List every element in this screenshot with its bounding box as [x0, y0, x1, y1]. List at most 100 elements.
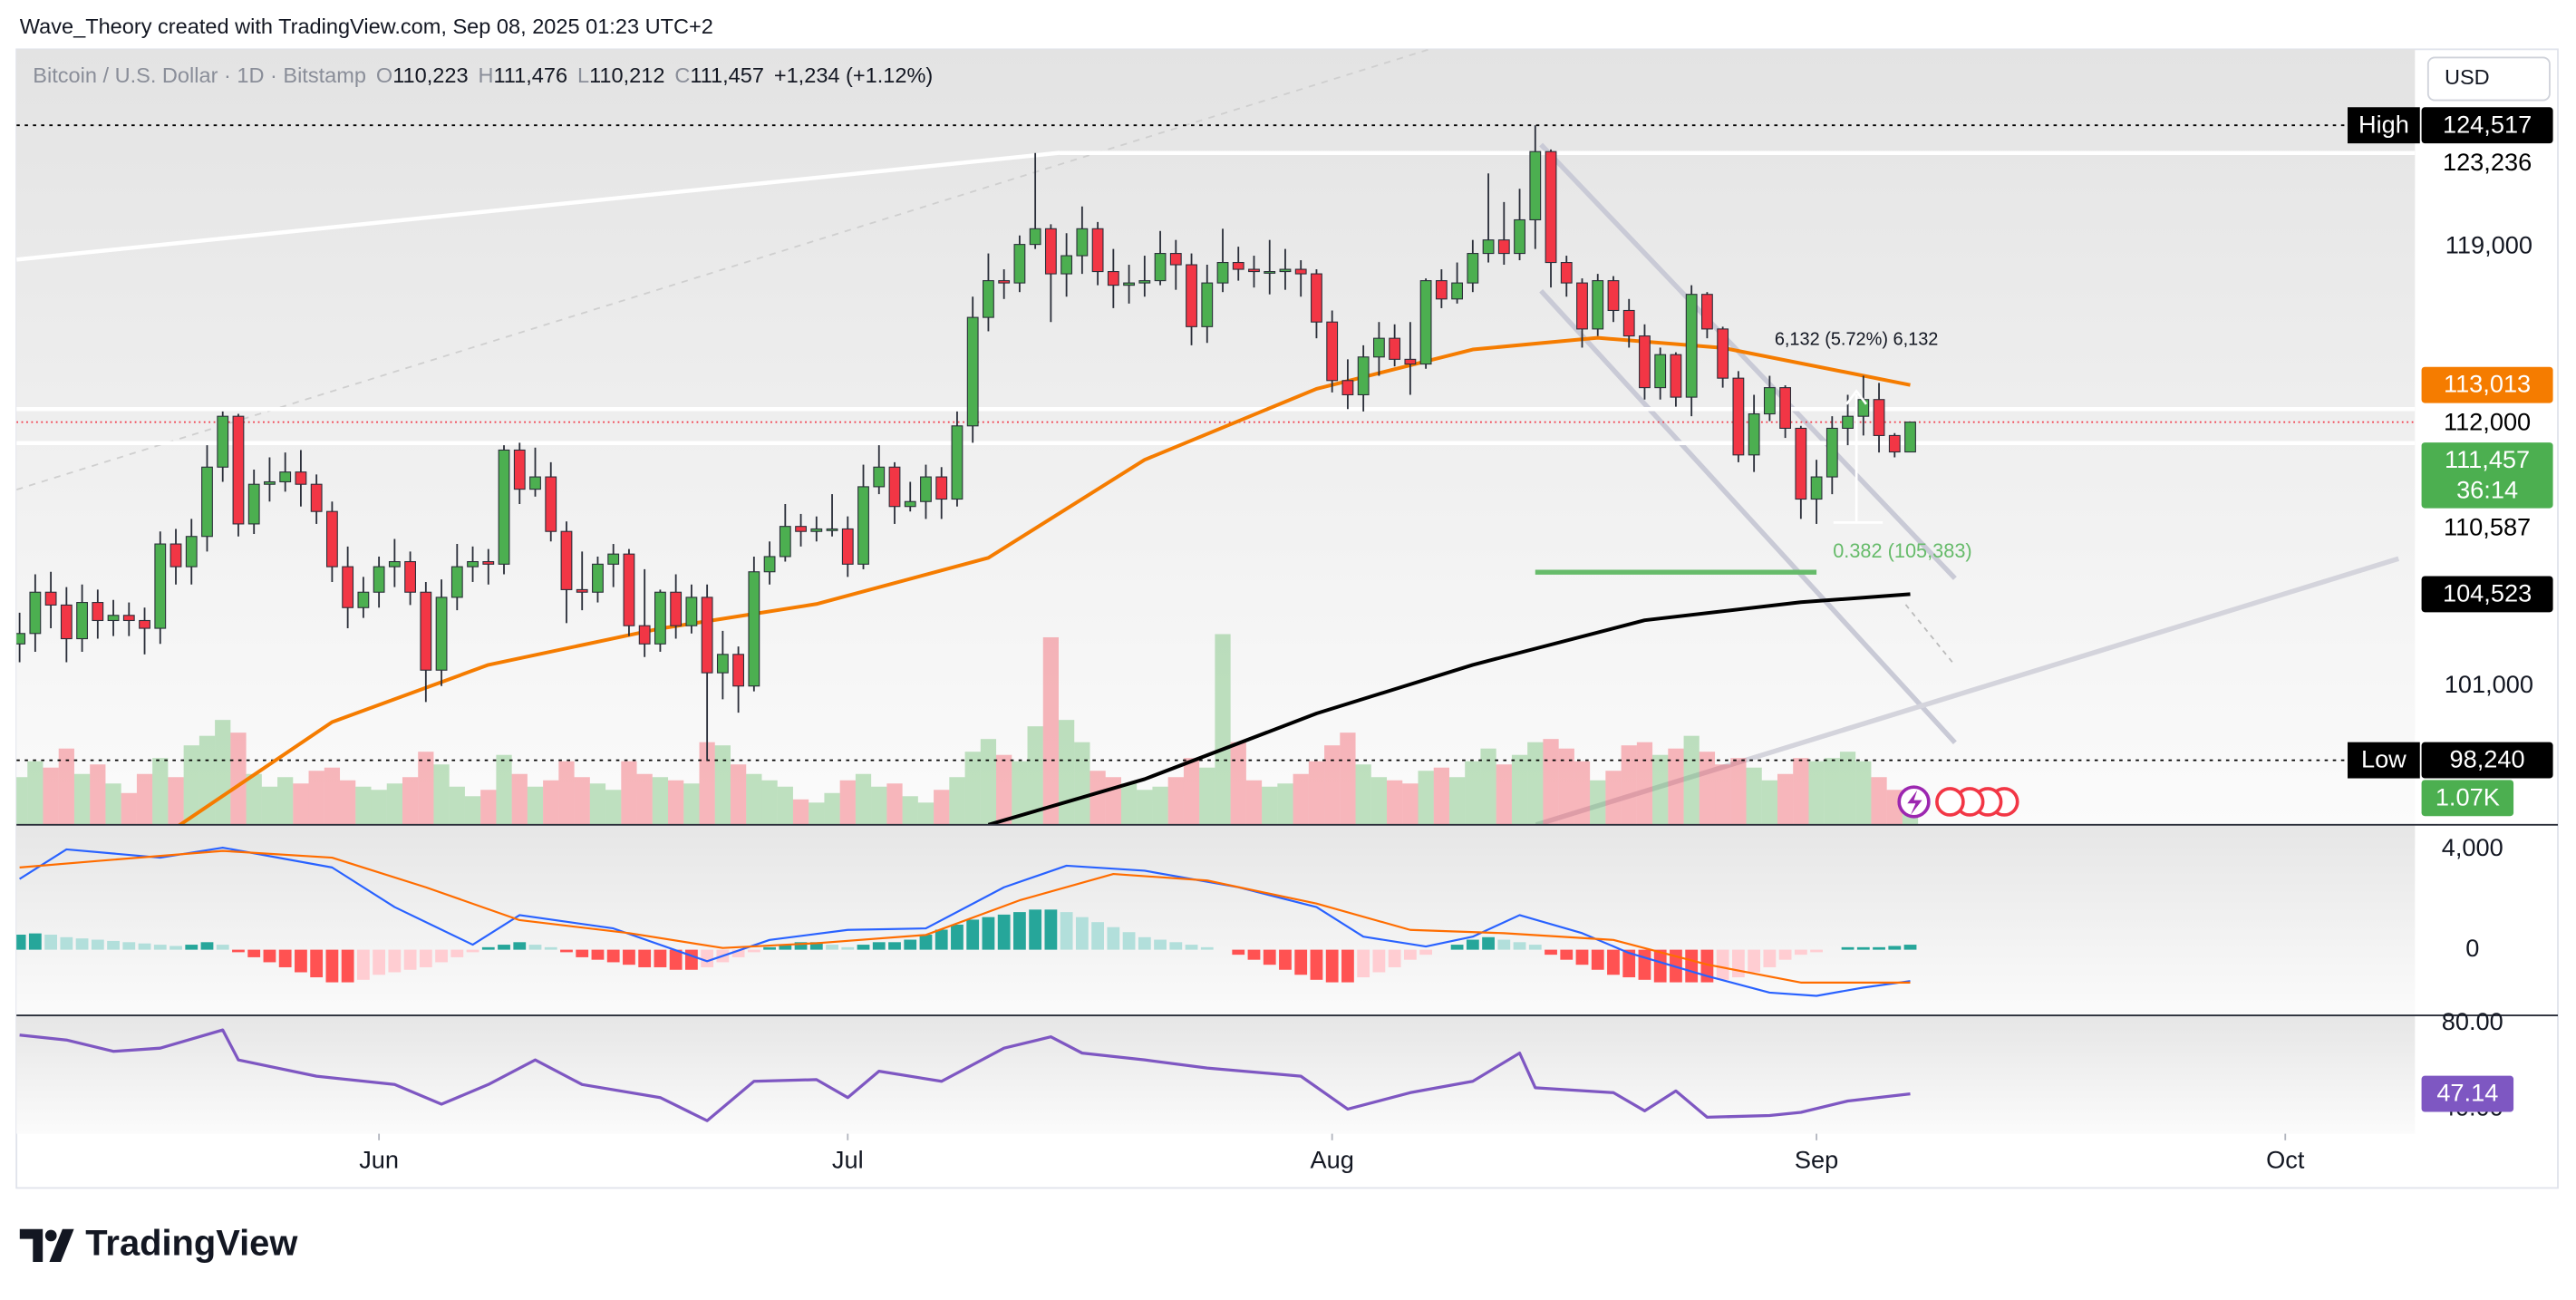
- volume-bar: [1324, 745, 1341, 825]
- candle-body: [638, 625, 651, 645]
- histogram-bar: [1029, 909, 1042, 950]
- price-marker-label: 123,236: [2443, 148, 2532, 176]
- volume-bar: [152, 758, 169, 825]
- moving-average: [177, 335, 1911, 825]
- histogram-bar: [919, 935, 933, 950]
- volume-bar: [886, 783, 903, 825]
- candle-body: [1248, 268, 1260, 273]
- fib-label: 0.382 (105,383): [1833, 539, 1971, 562]
- histogram-bar: [1122, 932, 1136, 950]
- candle-body: [1717, 328, 1729, 379]
- candle-body: [998, 280, 1011, 284]
- volume-bar: [1387, 780, 1403, 825]
- volume-bar: [433, 764, 450, 825]
- candle-body: [1576, 282, 1588, 330]
- y-tick-label: 0: [2465, 934, 2479, 962]
- volume-bar: [1120, 783, 1138, 825]
- volume-bar: [324, 767, 341, 825]
- volume-bar: [121, 792, 137, 825]
- volume-bar: [652, 777, 669, 825]
- histogram-bar: [373, 949, 386, 975]
- candle-body: [545, 476, 557, 532]
- volume-bar: [730, 764, 747, 825]
- candle-body: [1326, 321, 1339, 382]
- histogram-bar: [388, 949, 402, 973]
- volume-bar: [1245, 780, 1263, 825]
- rsi-line: [19, 1028, 1911, 1122]
- histogram-bar: [904, 939, 917, 950]
- candle-body: [482, 560, 495, 565]
- volume-bar: [402, 777, 419, 825]
- volume-bar: [1262, 786, 1278, 825]
- histogram-bar: [544, 946, 557, 950]
- price-marker: [2421, 442, 2553, 509]
- volume-bar: [90, 764, 106, 825]
- volume-bar: [1636, 742, 1653, 825]
- price-marker: [2421, 144, 2553, 181]
- price-marker: [2421, 107, 2553, 144]
- volume-bar: [527, 786, 544, 825]
- candle-body: [1825, 427, 1838, 478]
- candle-body: [1013, 244, 1026, 284]
- volume-bar: [1871, 777, 1887, 825]
- histogram-bar: [310, 949, 324, 978]
- histogram-bar: [1357, 949, 1370, 978]
- candle-body: [1091, 228, 1104, 273]
- histogram-bar: [1091, 922, 1104, 950]
- candle-body: [1357, 356, 1370, 396]
- volume-bar: [1277, 783, 1293, 825]
- logo-mark: [44, 1229, 57, 1242]
- volume-bar: [1167, 777, 1184, 825]
- measure-arrow: [1845, 389, 1868, 405]
- volume-bar: [1293, 773, 1309, 825]
- candle-body: [529, 476, 541, 490]
- candle-body: [388, 560, 401, 568]
- price-marker: [2421, 576, 2553, 613]
- price-marker: [2421, 742, 2553, 779]
- candle-body: [1232, 262, 1244, 270]
- volume-bar: [511, 773, 528, 825]
- candle-body: [1654, 354, 1667, 389]
- candle-body: [1810, 476, 1823, 500]
- price-marker: [2421, 404, 2553, 441]
- candle-body: [1670, 354, 1682, 398]
- histogram-bar: [1325, 949, 1339, 983]
- candle-body: [1201, 282, 1214, 327]
- volume-bar: [1074, 742, 1090, 825]
- candle-body: [748, 571, 760, 687]
- moving-average: [987, 592, 1911, 825]
- volume-bar: [1855, 761, 1872, 825]
- histogram-bar: [28, 933, 42, 950]
- brand: TradingView: [85, 1223, 298, 1263]
- candle-body: [325, 510, 338, 568]
- candle-body: [920, 476, 932, 502]
- volume-bar: [1574, 761, 1591, 825]
- candle-body: [1311, 273, 1322, 323]
- histogram-bar: [1528, 945, 1542, 950]
- currency-button[interactable]: [2426, 56, 2551, 102]
- histogram-bar: [841, 946, 855, 950]
- volume-bar: [464, 796, 481, 825]
- volume-bar: [871, 786, 887, 825]
- x-tick-label: Aug: [1311, 1146, 1354, 1174]
- histogram-bar: [1482, 936, 1495, 950]
- volume-bar: [1590, 780, 1606, 825]
- histogram-bar: [872, 942, 886, 950]
- histogram-bar: [951, 924, 964, 950]
- histogram-bar: [1545, 949, 1557, 956]
- candle-body: [279, 471, 292, 483]
- volume-bar: [58, 748, 74, 825]
- volume-bar: [105, 783, 121, 825]
- price-pane: [16, 49, 2416, 825]
- volume-bar: [1621, 745, 1637, 825]
- candle-body: [1497, 239, 1510, 255]
- candle-body: [1732, 377, 1745, 456]
- candle-body: [60, 604, 73, 640]
- candle-body: [1169, 253, 1182, 266]
- volume-bar: [1137, 790, 1153, 825]
- channel-top: [1539, 142, 1957, 580]
- histogram-bar: [1341, 949, 1354, 983]
- candle-body: [1435, 280, 1448, 300]
- volume-bar: [371, 790, 387, 825]
- histogram-bar: [1622, 949, 1636, 978]
